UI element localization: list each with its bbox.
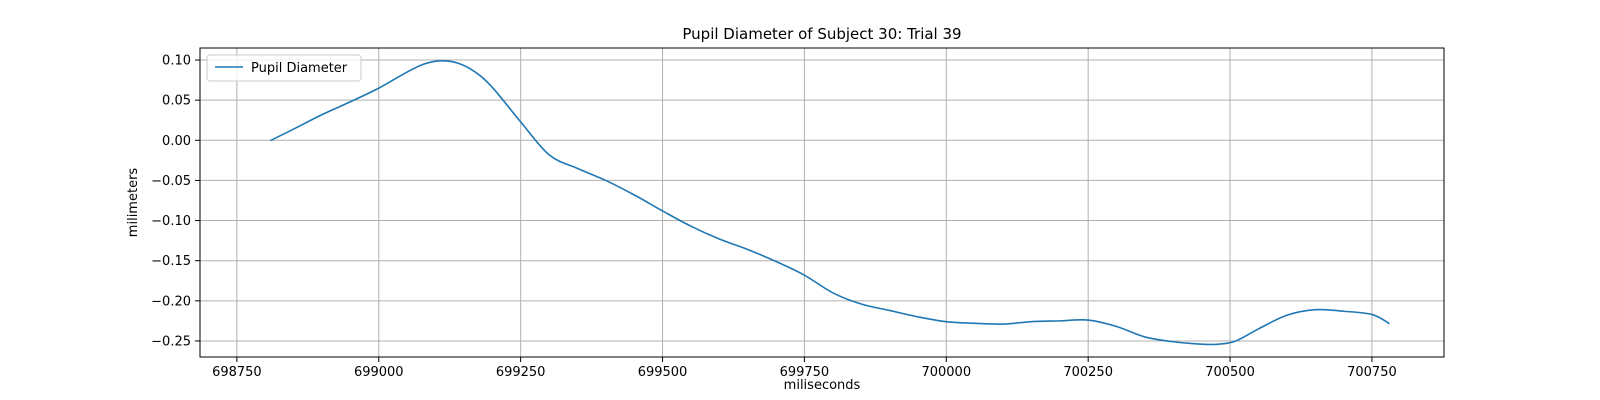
y-tick-label: −0.10 [151,214,191,229]
y-tick-label: −0.25 [151,334,191,349]
legend-box [206,54,362,82]
x-tick-label: 700500 [1205,365,1255,380]
y-tick-label: −0.05 [151,174,191,189]
grid [200,48,1444,357]
y-tick-label: −0.20 [151,294,191,309]
y-axis-title: milimeters [126,168,141,238]
y-axis: 0.10 0.05 0.00 −0.05 −0.10 −0.15 −0.20 −0.25 [151,54,200,349]
legend-label: Pupil Diameter [251,61,348,76]
x-tick-label: 699000 [354,365,404,380]
y-tick-label: 0.10 [162,54,191,69]
x-tick-label: 700750 [1347,365,1397,380]
x-tick-label: 698750 [212,365,262,380]
x-tick-label: 699750 [780,365,830,380]
series-lines [270,60,1390,346]
x-axis: 698750 699000 699250 699500 699750 700000 7002… [212,357,1397,380]
x-axis-title: miliseconds [784,378,861,393]
x-tick-label: 699250 [496,365,546,380]
x-tick-label: 700000 [921,365,971,380]
x-tick-label: 699500 [638,365,688,380]
x-tick-label: 700250 [1063,365,1113,380]
y-tick-label: 0.00 [162,134,191,149]
legend: Pupil Diameter [206,54,362,82]
y-tick-label: −0.15 [151,254,191,269]
plot-frame [199,47,1445,358]
y-tick-label: 0.05 [162,94,191,109]
chart-title: Pupil Diameter of Subject 30: Trial 39 [682,25,961,43]
series-line [270,60,1390,346]
